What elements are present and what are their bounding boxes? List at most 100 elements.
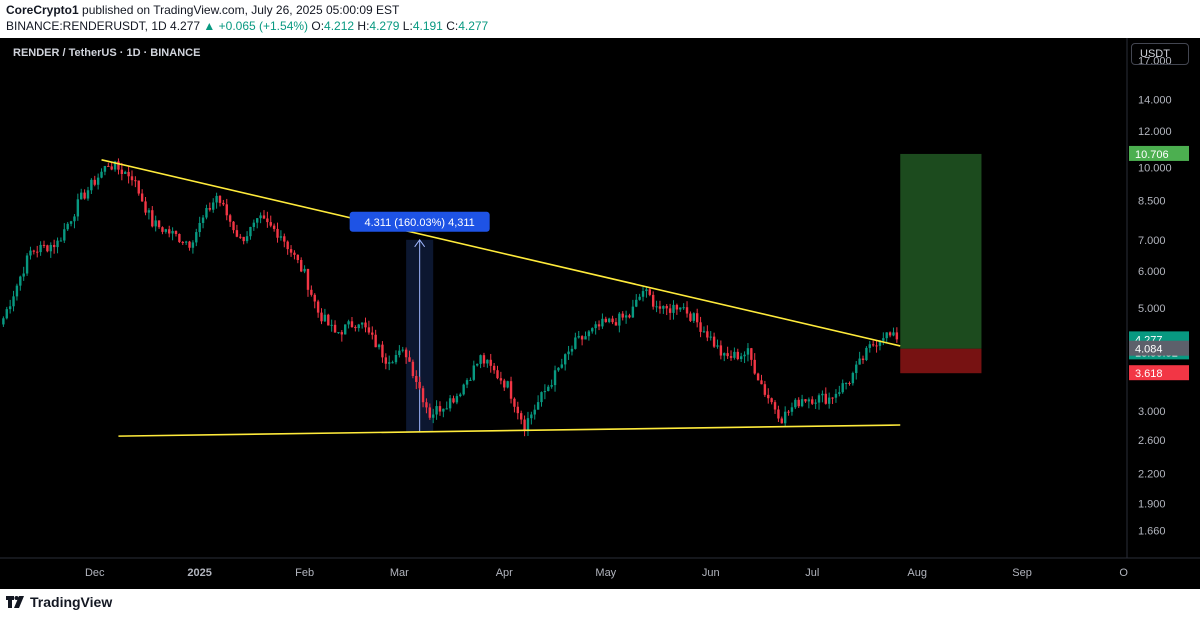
candle-body [428,407,432,418]
candle-body [513,398,516,407]
candle-body [59,240,63,242]
candle-body [709,336,712,338]
price-change: ▲ +0.065 (+1.54%) [203,19,309,33]
price-label-value: 4.084 [1135,344,1163,356]
candle-body [327,314,330,326]
candle-body [80,192,83,200]
candle-body [743,354,746,357]
candle-body [432,414,435,418]
candle-body [435,406,438,415]
candle-body [154,220,157,227]
candle-body [584,336,587,340]
open-value: 4.212 [324,19,355,33]
candle-body [262,215,266,219]
horizontal-support-trendline[interactable] [118,424,901,437]
candle-body [800,399,804,407]
candle-body [895,332,899,340]
candle-body [25,255,29,274]
candle-body [543,391,547,393]
candle-body [2,318,5,325]
candle-body [249,226,252,237]
candle-body [391,362,394,364]
candle-body [377,344,381,348]
candle-body [841,383,844,393]
candle-body [144,201,147,213]
tradingview-logo[interactable]: TradingView [6,594,112,610]
candle-body [519,413,523,420]
candle-body [32,250,36,252]
candle-body [381,344,384,358]
candle-body [777,409,780,419]
candle-body [448,398,452,409]
candle-body [212,202,215,210]
candle-body [178,233,181,243]
candle-body [662,306,665,309]
candle-body [306,268,310,290]
candle-body [699,322,702,332]
candle-body [86,190,90,199]
measure-arrow-head [414,238,426,248]
author-name[interactable]: CoreCrypto1 [6,3,79,17]
candle-body [604,318,608,322]
candle-body [496,370,499,379]
candle-body [256,218,259,223]
high-label: H: [357,19,370,33]
price-chart[interactable]: 17.00014.00012.00010.0008.5007.0006.0005… [0,38,1200,589]
candle-body [225,204,228,216]
candle-body [807,399,811,402]
candle-body [702,331,706,333]
candle-body [404,349,408,358]
last-price: 4.277 [170,19,201,33]
candle-body [107,165,110,167]
x-tick-label: O [1119,567,1128,579]
candle-body [655,306,658,308]
candle-body [39,244,42,253]
currency-button[interactable]: USDT [1131,43,1189,65]
candle-body [797,399,800,407]
descending-resistance-trendline[interactable] [101,159,901,347]
candle-body [851,373,855,384]
y-tick-label: 14.000 [1138,95,1172,107]
candle-body [591,328,594,332]
candle-body [607,318,611,322]
candle-body [42,244,46,246]
candle-body [151,210,154,227]
stop-zone[interactable] [900,348,982,374]
candle-body [408,357,411,362]
high-value: 4.279 [369,19,400,33]
y-tick-label: 8.500 [1138,196,1166,208]
candle-body [198,222,201,233]
candle-body [344,324,347,335]
candle-body [374,334,377,348]
candle-body [621,313,624,318]
x-tick-label: Aug [907,567,927,579]
candle-body [675,304,679,310]
candle-body [286,241,289,250]
x-tick-label: Dec [85,567,105,579]
candle-body [120,169,124,174]
candle-body [323,314,327,322]
candle-body [695,313,699,323]
candle-body [560,364,564,368]
candle-body [746,348,750,355]
candle-body [313,294,316,302]
candle-body [516,406,520,414]
candle-body [848,383,851,385]
candle-body [479,355,482,364]
candle-body [49,244,52,252]
candle-body [316,301,320,313]
candle-body [767,394,770,399]
candle-body [821,393,824,396]
candle-body [63,229,66,241]
candle-body [90,179,93,191]
candle-body [733,351,736,358]
candle-body [672,304,675,313]
candle-body [289,249,293,253]
target-zone[interactable] [900,153,982,349]
y-tick-label: 10.000 [1138,163,1172,175]
price-label-box [1129,145,1189,161]
candle-body [96,177,100,185]
x-tick-label: 2025 [187,567,211,579]
candle-body [736,351,739,360]
candle-body [384,357,388,364]
